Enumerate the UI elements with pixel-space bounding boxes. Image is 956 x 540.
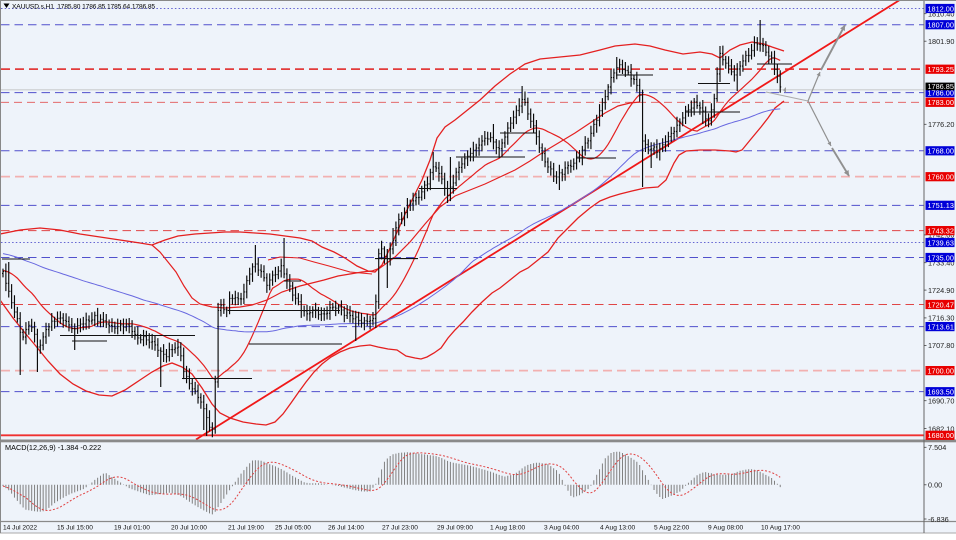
svg-text:19 Jul 01:00: 19 Jul 01:00 (114, 525, 150, 532)
svg-text:1680.00: 1680.00 (928, 431, 954, 440)
svg-text:0.00: 0.00 (928, 481, 942, 490)
svg-text:1776.20: 1776.20 (928, 120, 954, 129)
svg-text:5 Aug 22:00: 5 Aug 22:00 (654, 525, 690, 532)
svg-text:XAUUSD.s,H1 1785.80 1786.85 1: XAUUSD.s,H1 1785.80 1786.85 1785.64 1786… (12, 4, 155, 11)
svg-text:7.504: 7.504 (928, 443, 946, 452)
svg-text:1716.30: 1716.30 (928, 314, 954, 323)
svg-text:-6.836: -6.836 (928, 515, 949, 524)
svg-text:1786.85: 1786.85 (928, 82, 954, 91)
svg-text:3 Aug 04:00: 3 Aug 04:00 (544, 525, 580, 532)
svg-text:1713.61: 1713.61 (928, 323, 954, 332)
svg-text:1739.63: 1739.63 (928, 238, 954, 247)
svg-text:1760.00: 1760.00 (928, 173, 954, 182)
svg-text:20 Jul 10:00: 20 Jul 10:00 (171, 525, 207, 532)
svg-text:25 Jul 05:00: 25 Jul 05:00 (275, 525, 311, 532)
svg-text:1682.10: 1682.10 (928, 424, 954, 433)
svg-text:1812.00: 1812.00 (928, 4, 954, 13)
svg-text:1801.90: 1801.90 (928, 37, 954, 46)
svg-text:27 Jul 23:00: 27 Jul 23:00 (382, 525, 418, 532)
svg-text:1743.32: 1743.32 (928, 227, 954, 236)
svg-text:1693.50: 1693.50 (928, 388, 954, 397)
svg-text:1768.00: 1768.00 (928, 147, 954, 156)
svg-text:1 Aug 18:00: 1 Aug 18:00 (490, 525, 526, 532)
svg-text:4 Aug 13:00: 4 Aug 13:00 (600, 525, 636, 532)
svg-text:1793.25: 1793.25 (928, 65, 954, 74)
svg-text:1724.90: 1724.90 (928, 286, 954, 295)
svg-text:1751.13: 1751.13 (928, 201, 954, 210)
svg-text:1807.00: 1807.00 (928, 21, 954, 30)
svg-text:1783.00: 1783.00 (928, 98, 954, 107)
svg-text:MACD(12,26,9) -1.384 -0.222: MACD(12,26,9) -1.384 -0.222 (5, 443, 101, 452)
svg-text:14 Jul 2022: 14 Jul 2022 (3, 525, 37, 532)
svg-text:21 Jul 19:00: 21 Jul 19:00 (228, 525, 264, 532)
svg-text:10 Aug 17:00: 10 Aug 17:00 (761, 525, 800, 532)
svg-text:26 Jul 14:00: 26 Jul 14:00 (328, 525, 364, 532)
svg-text:1720.47: 1720.47 (928, 300, 954, 309)
svg-text:1690.70: 1690.70 (928, 397, 954, 406)
svg-text:1700.00: 1700.00 (928, 367, 954, 376)
svg-text:1735.00: 1735.00 (928, 253, 954, 262)
svg-text:1786.00: 1786.00 (928, 89, 954, 98)
svg-text:1707.80: 1707.80 (928, 341, 954, 350)
svg-text:9 Aug 08:00: 9 Aug 08:00 (708, 525, 744, 532)
svg-text:29 Jul 09:00: 29 Jul 09:00 (437, 525, 473, 532)
svg-text:1733.40: 1733.40 (928, 259, 954, 268)
svg-text:15 Jul 15:00: 15 Jul 15:00 (57, 525, 93, 532)
svg-text:1810.40: 1810.40 (928, 10, 954, 19)
